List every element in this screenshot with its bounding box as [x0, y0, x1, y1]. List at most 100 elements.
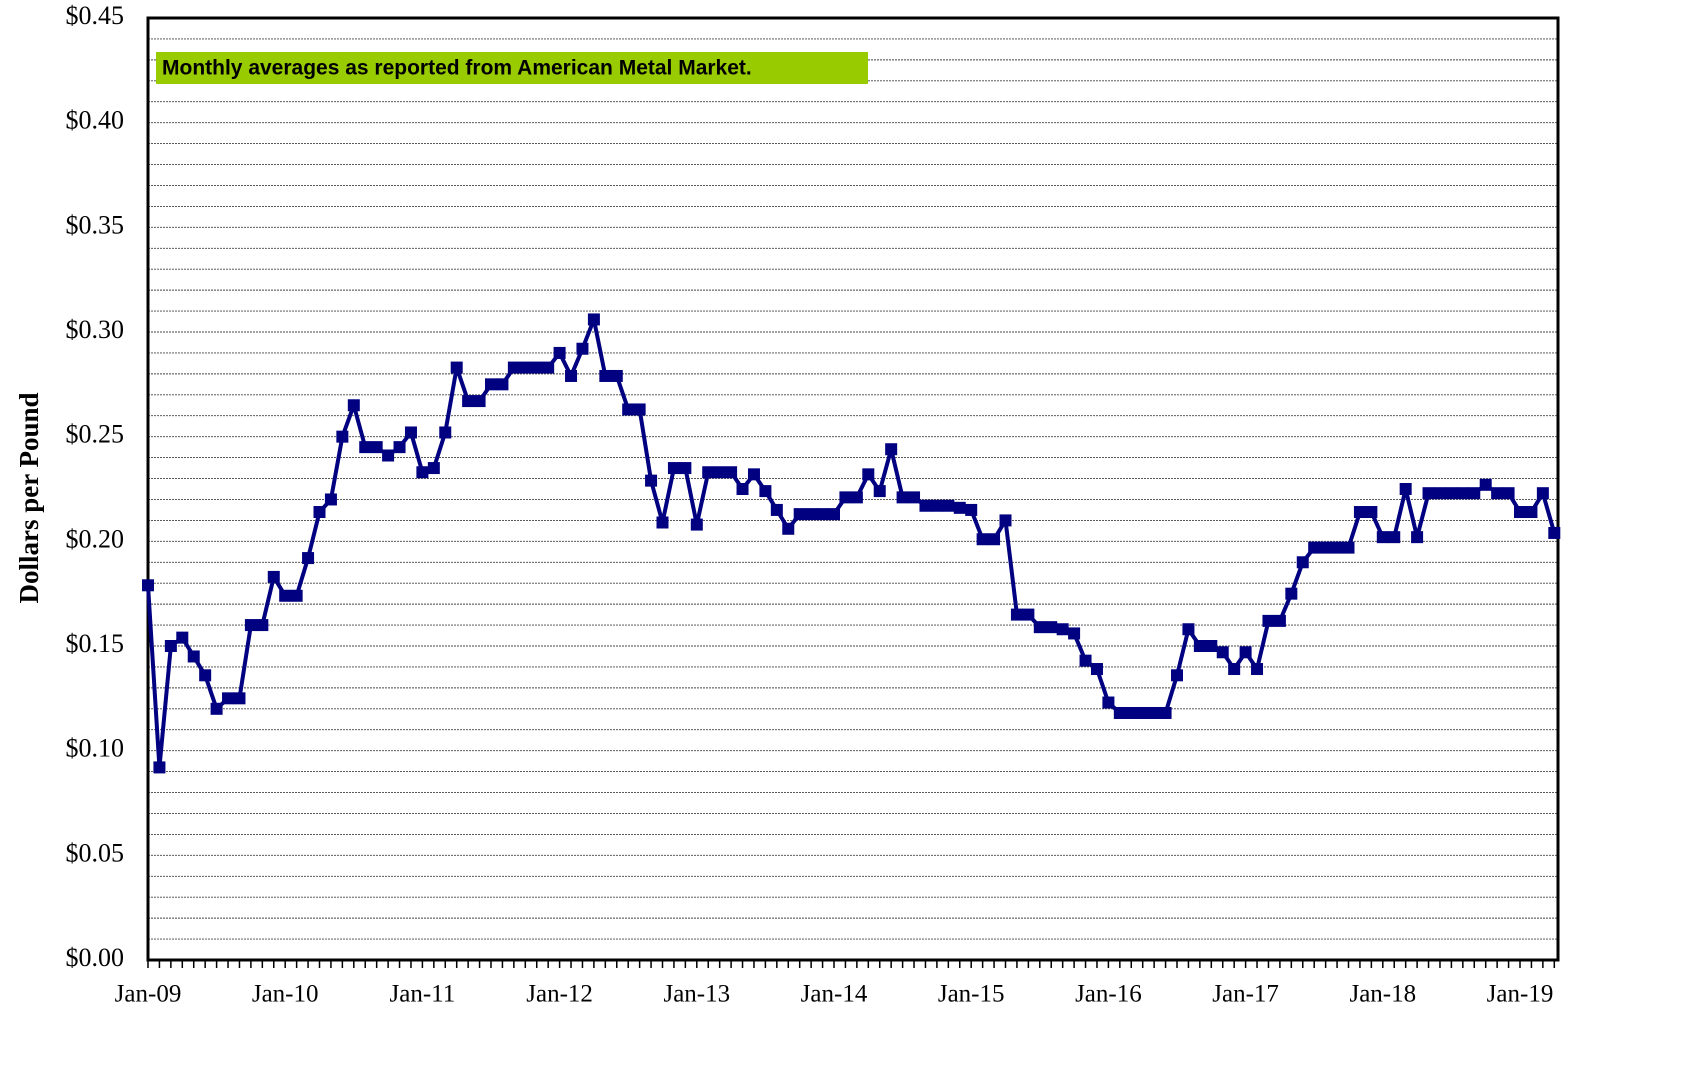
data-point	[1399, 483, 1412, 495]
data-point	[279, 589, 292, 602]
data-point	[816, 508, 829, 521]
x-tick-label: Jan-19	[1487, 981, 1554, 1008]
data-point	[1022, 608, 1035, 621]
data-point	[347, 399, 360, 412]
data-point	[439, 426, 452, 439]
data-point	[1273, 614, 1286, 627]
data-point	[1342, 541, 1355, 554]
y-tick-label: $0.25	[66, 420, 125, 449]
data-point	[599, 369, 612, 382]
data-point	[1548, 526, 1561, 539]
plot-frame	[146, 16, 1560, 962]
data-point	[164, 640, 177, 652]
data-point	[519, 361, 532, 374]
x-tick-label: Jan-11	[390, 981, 456, 1008]
data-point	[930, 499, 943, 512]
data-point	[805, 508, 818, 521]
data-point	[324, 493, 337, 506]
annotation: Monthly averages as reported from Americ…	[162, 57, 752, 80]
y-tick-label: $0.15	[66, 629, 125, 658]
data-point	[1331, 541, 1344, 554]
data-point	[233, 692, 246, 705]
data-point	[999, 514, 1012, 527]
x-tick-label: Jan-10	[252, 981, 319, 1008]
data-point	[313, 506, 326, 519]
data-point	[1411, 531, 1424, 544]
data-point	[496, 378, 509, 391]
data-point	[656, 516, 669, 529]
data-point	[404, 426, 417, 439]
data-point	[1479, 478, 1492, 491]
data-point	[873, 485, 886, 498]
y-tick-label: $0.40	[66, 106, 125, 135]
data-point	[1125, 706, 1138, 719]
data-point	[1182, 623, 1195, 636]
data-point	[713, 466, 726, 479]
y-tick-label: $0.05	[66, 838, 125, 867]
data-point	[1514, 506, 1526, 519]
data-point	[290, 589, 303, 602]
data-point	[1251, 663, 1264, 676]
data-point	[965, 503, 978, 516]
data-point	[622, 403, 635, 416]
data-point	[1216, 646, 1229, 659]
data-point	[359, 441, 372, 454]
data-point	[1159, 706, 1172, 719]
data-point	[610, 369, 623, 382]
data-point	[1148, 706, 1161, 719]
data-point	[222, 692, 235, 705]
data-point	[679, 462, 692, 475]
data-point	[427, 462, 440, 475]
data-point	[1171, 669, 1183, 682]
data-point	[176, 631, 189, 644]
y-axis-label: Dollars per Pound	[14, 392, 44, 603]
y-tick-label: $0.00	[66, 943, 125, 972]
data-point	[199, 669, 212, 682]
data-point	[1079, 654, 1092, 667]
data-point	[1376, 531, 1389, 544]
x-tick-label: Jan-13	[663, 981, 730, 1008]
data-point	[1285, 587, 1298, 600]
data-point	[896, 491, 909, 504]
data-point	[187, 650, 200, 663]
data-point	[393, 441, 406, 454]
data-point	[1262, 614, 1275, 627]
data-point	[782, 522, 795, 535]
data-point	[1422, 487, 1435, 500]
data-point	[862, 468, 875, 481]
data-point	[1502, 487, 1515, 500]
data-point	[1319, 541, 1332, 554]
data-point	[302, 552, 315, 565]
data-point	[542, 361, 555, 374]
annotation-box	[156, 52, 868, 84]
data-point	[1010, 608, 1023, 621]
data-point	[953, 501, 966, 514]
data-point	[256, 619, 269, 632]
data-point	[1468, 487, 1481, 500]
data-point	[759, 485, 772, 498]
data-point	[908, 491, 921, 504]
data-point	[565, 369, 578, 382]
data-point	[919, 499, 932, 512]
data-point	[770, 503, 783, 516]
data-point	[1353, 506, 1366, 519]
data-point	[382, 449, 395, 462]
x-tick-label: Jan-14	[801, 981, 868, 1008]
data-point	[1456, 487, 1469, 500]
data-point	[725, 466, 738, 479]
data-point	[1102, 696, 1115, 709]
data-point	[576, 342, 589, 355]
data-point	[153, 761, 166, 774]
data-point	[1239, 646, 1252, 659]
data-point	[988, 533, 1001, 546]
data-point	[1433, 487, 1446, 500]
data-point	[839, 491, 852, 504]
data-point	[416, 466, 429, 479]
y-tick-label: $0.45	[66, 1, 125, 30]
x-tick-label: Jan-15	[938, 981, 1005, 1008]
x-tick-label: Jan-16	[1075, 981, 1142, 1008]
data-point	[462, 395, 475, 408]
data-point	[702, 466, 715, 479]
